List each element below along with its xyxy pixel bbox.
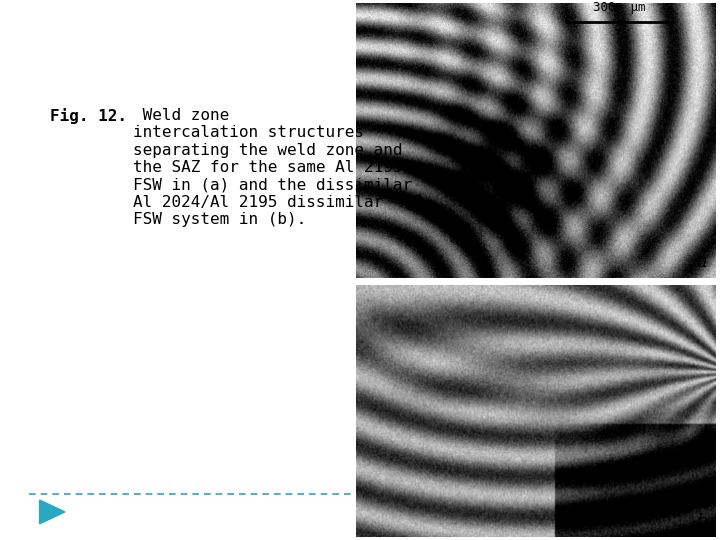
Text: Weld zone
intercalation structures
separating the weld zone and
the SAZ for the : Weld zone intercalation structures separ…	[133, 108, 413, 227]
Text: a: a	[697, 253, 707, 271]
Text: Fig. 12.: Fig. 12.	[50, 108, 127, 124]
Text: 300  μm: 300 μm	[593, 1, 645, 14]
Polygon shape	[40, 500, 65, 524]
Text: b: b	[696, 513, 707, 531]
